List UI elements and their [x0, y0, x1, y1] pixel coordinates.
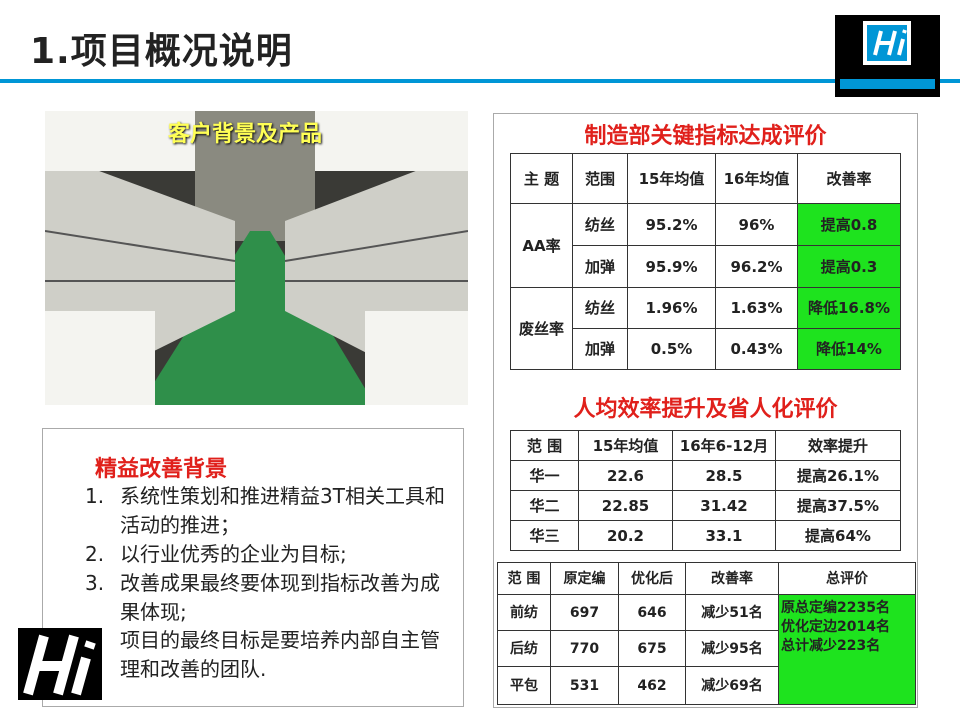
cell: 后纺 — [497, 630, 551, 667]
item-number: 1. — [85, 484, 105, 508]
cell: 22.6 — [578, 460, 673, 491]
item-text: 以行业优秀的企业为目标; — [120, 542, 347, 566]
group-cell: 废丝率 — [510, 287, 573, 370]
cell: 697 — [550, 594, 619, 631]
cell: 减少51名 — [685, 594, 779, 631]
header-cell: 总评价 — [778, 562, 916, 595]
cell: 28.5 — [672, 460, 776, 491]
photo-caption: 客户背景及产品 — [167, 122, 322, 147]
group-cell: AA率 — [510, 203, 573, 288]
summary-cell: 原总定编2235名 优化定边2014名 总计减少223名 — [778, 594, 916, 705]
header-cell: 15年均值 — [627, 153, 716, 204]
efficiency-table: 范 围 15年均值 16年6-12月 效率提升 华一 22.6 28.5 提高26.1% 华… — [510, 430, 901, 551]
cell: 提高0.3 — [797, 245, 901, 288]
cell: 减少69名 — [685, 666, 779, 705]
cell: 22.85 — [578, 490, 673, 521]
item-text: 系统性策划和推进精益3T相关工具和活动的推进； — [120, 484, 445, 537]
cell: 646 — [618, 594, 686, 631]
background-box — [42, 428, 464, 707]
cell: 提高0.8 — [797, 203, 901, 246]
cell: 降低14% — [797, 328, 901, 370]
cell: 前纺 — [497, 594, 551, 631]
logo — [18, 628, 102, 700]
cell: 33.1 — [672, 520, 776, 551]
item-number: 2. — [85, 542, 105, 566]
cell: 1.96% — [627, 287, 716, 329]
cell: 96% — [715, 203, 798, 246]
header-cell: 改善率 — [797, 153, 901, 204]
header-cell: 16年6-12月 — [672, 430, 776, 461]
header-cell: 效率提升 — [775, 430, 901, 461]
item-number: 3. — [85, 571, 105, 595]
cell: 华三 — [510, 520, 579, 551]
kpi-table: 主 题范围 15年均值 16年均值 改善率 AA率 纺丝 95.2% 96% 提高0.8 加弹… — [510, 153, 901, 370]
cell: 华二 — [510, 490, 579, 521]
factory-photo — [45, 111, 468, 405]
staffing-table: 范 围原定编 优化后 改善率 总评价 前纺 697 646 减少51名 原总定编2235名优… — [497, 562, 916, 705]
title-rule — [0, 79, 960, 83]
cell: 加弹 — [572, 328, 628, 370]
header-cell: 范围 — [572, 153, 628, 204]
cell: 平包 — [497, 666, 551, 705]
cell: 华一 — [510, 460, 579, 491]
table-title: 制造部关键指标达成评价 — [584, 124, 827, 149]
cell: 95.2% — [627, 203, 716, 246]
cell: 减少95名 — [685, 630, 779, 667]
cell: 0.5% — [627, 328, 716, 370]
header-cell: 主 题 — [510, 153, 573, 204]
cell: 531 — [550, 666, 619, 705]
header-cell: 改善率 — [685, 562, 779, 595]
cell: 提高26.1% — [775, 460, 901, 491]
cell: 20.2 — [578, 520, 673, 551]
cell: 提高37.5% — [775, 490, 901, 521]
cell: 纺丝 — [572, 203, 628, 246]
cell: 1.63% — [715, 287, 798, 329]
logo — [835, 15, 940, 97]
table-title: 人均效率提升及省人化评价 — [573, 397, 838, 422]
cell: 0.43% — [715, 328, 798, 370]
cell: 纺丝 — [572, 287, 628, 329]
cell: 95.9% — [627, 245, 716, 288]
summary-line: 原总定编2235名 — [781, 600, 890, 616]
cell: 96.2% — [715, 245, 798, 288]
cell: 675 — [618, 630, 686, 667]
item-text: 项目的最终目标是要培养内部自主管理和改善的团队. — [120, 628, 440, 681]
summary-line: 优化定边2014名 — [781, 619, 890, 635]
cell: 降低16.8% — [797, 287, 901, 329]
header-cell: 范 围 — [510, 430, 579, 461]
cell: 31.42 — [672, 490, 776, 521]
header-cell: 16年均值 — [715, 153, 798, 204]
header-cell: 优化后 — [618, 562, 686, 595]
header-cell: 范 围 — [497, 562, 551, 595]
cell: 加弹 — [572, 245, 628, 288]
header-cell: 15年均值 — [578, 430, 673, 461]
cell: 462 — [618, 666, 686, 705]
item-text: 改善成果最终要体现到指标改善为成果体现; — [120, 571, 440, 624]
background-title: 精益改善背景 — [95, 457, 228, 482]
cell: 提高64% — [775, 520, 901, 551]
slide-title: 1.项目概况说明 — [30, 31, 293, 72]
evaluation-box — [493, 113, 918, 708]
summary-line: 总计减少223名 — [781, 638, 881, 654]
cell: 770 — [550, 630, 619, 667]
header-cell: 原定编 — [550, 562, 619, 595]
